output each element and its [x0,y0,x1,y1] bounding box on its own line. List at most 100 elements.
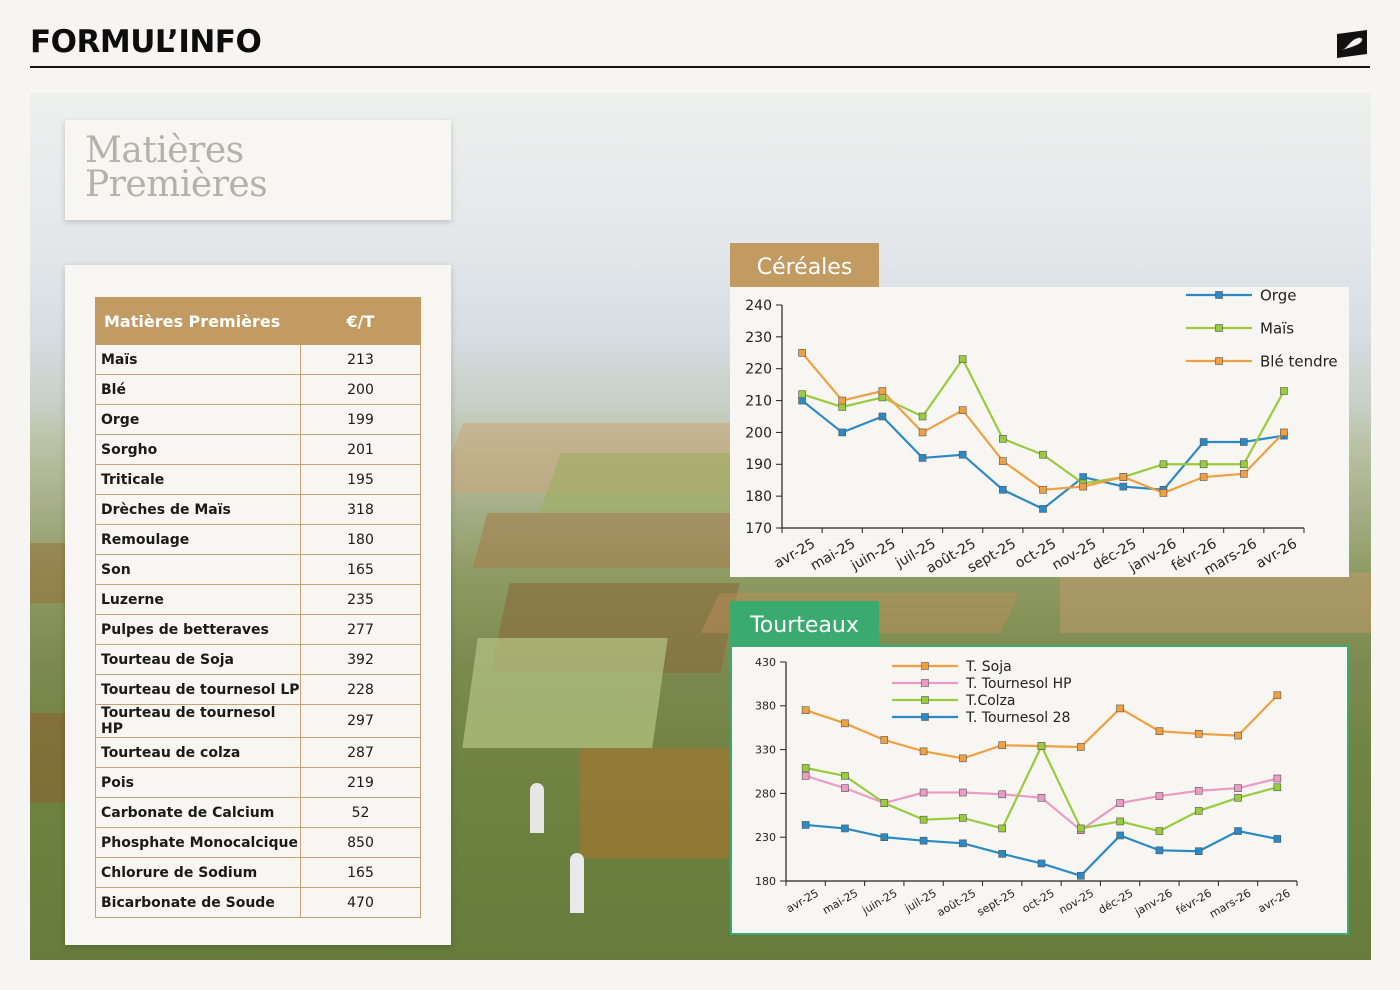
y-tick-label: 220 [745,362,772,378]
legend-swatch-marker [921,696,929,704]
table-row: Tourteau de Soja 392 [95,644,421,675]
table-row: Tourteau de colza 287 [95,737,421,768]
data-point [918,412,927,421]
material-price: 213 [300,344,421,375]
series-line-1 [801,357,1285,485]
data-point [1159,489,1168,497]
data-point [798,396,806,405]
material-name: Bicarbonate de Soude [95,887,301,918]
tab-tourteaux: Tourteaux [730,601,879,645]
data-point [1119,473,1128,481]
table-row: Drèches de Maïs 318 [95,494,421,525]
data-point [798,390,806,398]
page-title-line1: Matières [85,130,244,171]
material-price: 470 [300,887,421,918]
legend-label: T. Tournesol 28 [965,710,1070,726]
data-point [1077,824,1085,833]
data-point [1234,793,1242,802]
data-point [880,833,889,841]
y-tick-label: 170 [745,521,772,537]
x-tick-label: juil-25 [902,887,939,916]
data-point [798,348,806,357]
data-point [1273,783,1282,792]
x-tick-label: mai-25 [808,536,858,574]
material-price: 195 [300,464,421,495]
y-tick-label: 280 [755,787,776,800]
material-name: Carbonate de Calcium [95,797,301,828]
data-point [998,850,1006,858]
data-point [919,788,928,797]
material-price: 228 [300,674,421,705]
data-point [1239,470,1248,478]
data-point [1280,428,1288,437]
legend-label: T. Soja [965,659,1012,675]
y-tick-label: 210 [745,393,772,409]
data-point [1079,473,1087,481]
column-header-price: €/T [300,297,421,345]
legend-label: Blé tendre [1260,352,1338,370]
x-tick-label: avr-26 [1253,536,1300,572]
data-point [958,355,967,363]
data-point [958,406,967,414]
material-price: 200 [300,374,421,405]
cereales-chart: 170180190200210220230240avr-25mai-25juin… [745,286,1338,578]
page-title-line2: Premières [85,164,268,205]
data-point [1199,460,1208,469]
cereales-chart-panel: 170 180 190 200 210 220 230 240 avr-25 mai-25 juin… [730,286,1349,579]
data-point [919,747,928,756]
data-point [959,839,967,848]
x-tick-label: oct-25 [1012,536,1059,572]
title-card: Matières Premières [65,120,451,220]
brand-title: FORMUL’INFO [30,24,262,60]
x-tick-label: mars-26 [1207,887,1253,921]
data-point [959,788,967,797]
series-line-3 [805,823,1278,877]
data-point [1159,460,1168,469]
data-point [1037,793,1046,802]
data-point [878,412,887,421]
data-point [1116,831,1124,840]
data-point [841,824,849,833]
x-tick-label: mai-25 [820,887,860,918]
legend-swatch-marker [1215,324,1223,332]
tourteaux-chart: 180 230 280 330 380 430 avr-25 mai-25 juin-25 jui… [755,656,1298,921]
legend-label: T. Tournesol HP [965,676,1072,692]
x-tick-label: déc-25 [1096,887,1135,917]
series-line-1 [805,774,1278,832]
data-point [1155,727,1164,736]
data-point [841,784,849,792]
material-price: 52 [300,797,421,828]
table-row: Son 165 [95,554,421,585]
data-point [998,741,1006,750]
y-tick-label: 180 [755,875,776,888]
data-point [919,815,928,824]
data-point [801,706,810,714]
material-price: 850 [300,827,421,858]
legend-label: T.Colza [965,693,1016,709]
x-tick-label: oct-25 [1020,887,1057,916]
data-point [1039,450,1047,459]
data-point [1273,691,1282,700]
material-price: 219 [300,767,421,798]
table-row: Phosphate Monocalcique 850 [95,827,421,858]
legend-label: Maïs [1260,319,1294,337]
x-tick-label: nov-25 [1057,887,1096,917]
material-name: Orge [95,404,301,435]
y-tick-label: 190 [745,457,772,473]
data-point [1234,784,1242,792]
data-point [801,821,810,829]
data-point [1037,742,1046,750]
data-point [1280,387,1288,395]
table-row: Tourteau de tournesol LP 228 [95,674,421,705]
legend-label: Orge [1260,287,1296,304]
data-point [918,454,927,462]
data-point [801,772,810,780]
data-point [1194,786,1203,795]
data-point [1155,827,1164,835]
material-price: 180 [300,524,421,555]
data-point [1116,817,1124,826]
table-row: Pois 219 [95,767,421,798]
material-name: Tourteau de tournesol LP [95,674,301,705]
data-point [999,457,1007,465]
y-tick-label: 430 [755,656,776,669]
